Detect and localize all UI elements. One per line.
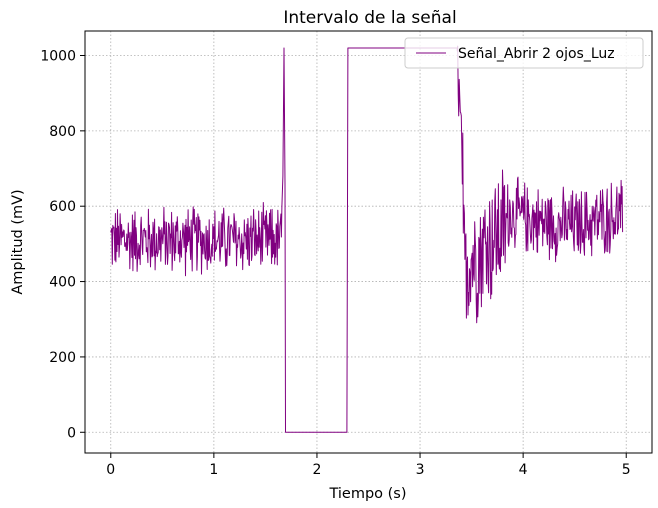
y-tick-label-3: 600 xyxy=(49,199,76,215)
x-axis-ticks: 0 1 2 3 4 5 xyxy=(106,453,631,478)
y-tick-label-0: 0 xyxy=(67,425,76,441)
legend-label: Señal_Abrir 2 ojos_Luz xyxy=(458,46,615,62)
chart-title: Intervalo de la señal xyxy=(283,8,456,28)
x-tick-label-0: 0 xyxy=(106,462,115,478)
x-axis-label: Tiempo (s) xyxy=(328,486,406,502)
legend: Señal_Abrir 2 ojos_Luz xyxy=(404,37,644,69)
y-axis-ticks: 0 200 400 600 800 1000 xyxy=(40,48,85,441)
x-tick-label-2: 2 xyxy=(312,462,321,478)
y-tick-label-4: 800 xyxy=(49,124,76,140)
legend-box xyxy=(404,37,644,69)
x-tick-label-4: 4 xyxy=(519,462,528,478)
x-tick-label-5: 5 xyxy=(622,462,631,478)
x-tick-label-1: 1 xyxy=(209,462,218,478)
series-line xyxy=(110,45,624,433)
x-tick-label-3: 3 xyxy=(416,462,425,478)
plot-frame xyxy=(84,30,653,454)
y-tick-label-5: 1000 xyxy=(40,48,76,64)
y-tick-label-2: 400 xyxy=(49,275,76,291)
y-axis-label: Amplitud (mV) xyxy=(10,189,26,294)
series-path xyxy=(110,45,624,433)
y-tick-label-1: 200 xyxy=(49,350,76,366)
